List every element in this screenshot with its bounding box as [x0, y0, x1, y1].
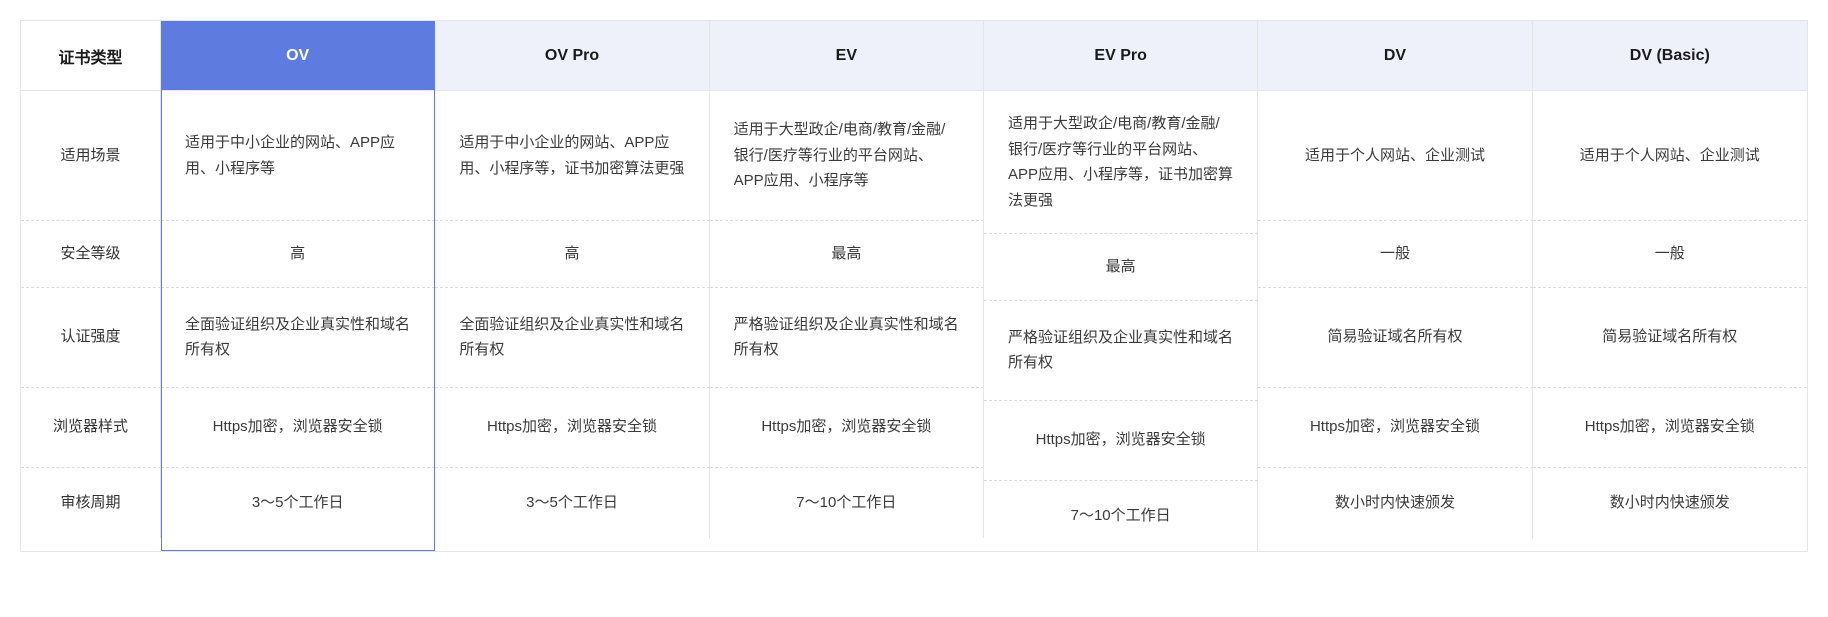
cell: 适用于个人网站、企业测试	[1533, 91, 1807, 221]
cell: 全面验证组织及企业真实性和域名所有权	[161, 288, 435, 388]
column-ov-pro[interactable]: OV Pro 适用于中小企业的网站、APP应用、小程序等，证书加密算法更强 高 …	[435, 21, 709, 551]
cell: 3～5个工作日	[435, 468, 709, 538]
cell: 严格验证组织及企业真实性和域名所有权	[984, 301, 1258, 401]
cell: 高	[435, 221, 709, 288]
column-header: EV Pro	[984, 21, 1258, 91]
column-ev-pro[interactable]: EV Pro 适用于大型政企/电商/教育/金融/银行/医疗等行业的平台网站、AP…	[984, 21, 1258, 551]
cell: 3～5个工作日	[161, 468, 435, 538]
cell: 适用于中小企业的网站、APP应用、小程序等	[161, 91, 435, 221]
cell: 一般	[1258, 221, 1532, 288]
cell: 最高	[710, 221, 984, 288]
cell: 严格验证组织及企业真实性和域名所有权	[710, 288, 984, 388]
cell: 最高	[984, 234, 1258, 301]
row-label: 适用场景	[21, 91, 161, 221]
column-dv-basic[interactable]: DV (Basic) 适用于个人网站、企业测试 一般 简易验证域名所有权 Htt…	[1533, 21, 1807, 551]
cell: 简易验证域名所有权	[1533, 288, 1807, 388]
cell: Https加密，浏览器安全锁	[435, 388, 709, 468]
row-label: 认证强度	[21, 288, 161, 388]
cell: Https加密，浏览器安全锁	[1258, 388, 1532, 468]
column-dv[interactable]: DV 适用于个人网站、企业测试 一般 简易验证域名所有权 Https加密，浏览器…	[1258, 21, 1532, 551]
row-label: 安全等级	[21, 221, 161, 288]
column-header: OV	[161, 21, 435, 91]
cell: 适用于个人网站、企业测试	[1258, 91, 1532, 221]
cell: Https加密，浏览器安全锁	[1533, 388, 1807, 468]
cell: Https加密，浏览器安全锁	[161, 388, 435, 468]
column-header: EV	[710, 21, 984, 91]
cell: 适用于中小企业的网站、APP应用、小程序等，证书加密算法更强	[435, 91, 709, 221]
row-label-header: 证书类型	[21, 21, 161, 91]
cell: 高	[161, 221, 435, 288]
cell: 全面验证组织及企业真实性和域名所有权	[435, 288, 709, 388]
cell: 7～10个工作日	[984, 481, 1258, 551]
column-ov[interactable]: OV 适用于中小企业的网站、APP应用、小程序等 高 全面验证组织及企业真实性和…	[161, 21, 435, 551]
cell: Https加密，浏览器安全锁	[710, 388, 984, 468]
column-header: DV (Basic)	[1533, 21, 1807, 91]
cell: Https加密，浏览器安全锁	[984, 401, 1258, 481]
cell: 数小时内快速颁发	[1533, 468, 1807, 538]
cell: 一般	[1533, 221, 1807, 288]
cell: 简易验证域名所有权	[1258, 288, 1532, 388]
column-ev[interactable]: EV 适用于大型政企/电商/教育/金融/银行/医疗等行业的平台网站、APP应用、…	[710, 21, 984, 551]
row-label: 浏览器样式	[21, 388, 161, 468]
row-label: 审核周期	[21, 468, 161, 538]
column-header: OV Pro	[435, 21, 709, 91]
row-label-column: 证书类型 适用场景 安全等级 认证强度 浏览器样式 审核周期	[21, 21, 161, 551]
cell: 适用于大型政企/电商/教育/金融/银行/医疗等行业的平台网站、APP应用、小程序…	[984, 91, 1258, 234]
cell: 数小时内快速颁发	[1258, 468, 1532, 538]
cert-comparison-table: 证书类型 适用场景 安全等级 认证强度 浏览器样式 审核周期 OV 适用于中小企…	[20, 20, 1808, 552]
column-header: DV	[1258, 21, 1532, 91]
cell: 7～10个工作日	[710, 468, 984, 538]
cell: 适用于大型政企/电商/教育/金融/银行/医疗等行业的平台网站、APP应用、小程序…	[710, 91, 984, 221]
